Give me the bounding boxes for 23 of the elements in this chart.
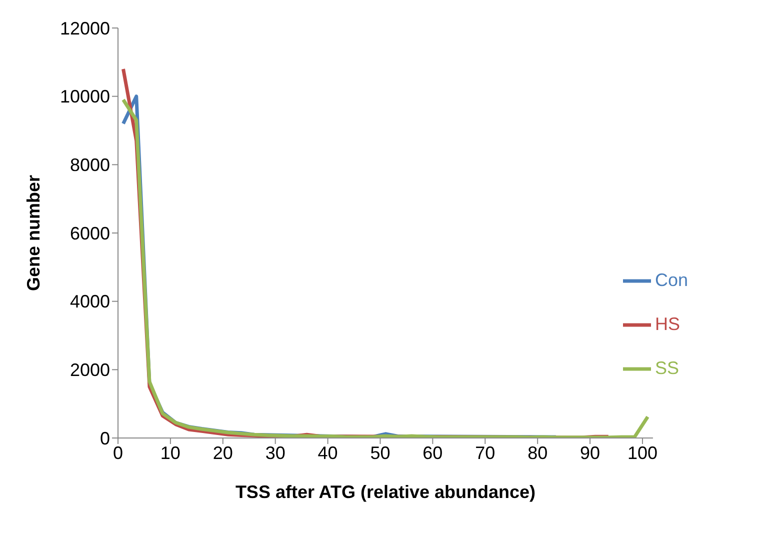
y-tick-label: 10000 <box>60 86 110 107</box>
x-tick-label: 50 <box>370 442 390 463</box>
x-tick-label: 40 <box>318 442 338 463</box>
y-tick-label: 0 <box>100 428 110 448</box>
x-tick-label: 60 <box>422 442 443 463</box>
legend-label: Con <box>654 270 688 290</box>
x-tick-label: 100 <box>627 442 658 463</box>
y-tick-label: 8000 <box>70 155 110 176</box>
y-axis-title: Gene number <box>23 174 44 292</box>
x-tick-label: 0 <box>112 442 124 463</box>
x-tick-label: 70 <box>475 442 496 463</box>
legend-label: HS <box>654 314 680 334</box>
y-tick-label: 12000 <box>60 18 110 38</box>
x-tick-label: 30 <box>265 442 286 463</box>
x-tick-label: 80 <box>528 442 548 463</box>
x-tick-label: 90 <box>580 442 600 463</box>
y-tick-label: 6000 <box>70 223 110 244</box>
y-tick-label: 2000 <box>70 360 110 380</box>
legend-label: SS <box>654 358 679 378</box>
x-axis-title: TSS after ATG (relative abundance) <box>235 482 536 502</box>
y-tick-label: 4000 <box>70 292 110 312</box>
x-tick-label: 20 <box>212 442 233 463</box>
x-tick-label: 10 <box>160 442 180 463</box>
